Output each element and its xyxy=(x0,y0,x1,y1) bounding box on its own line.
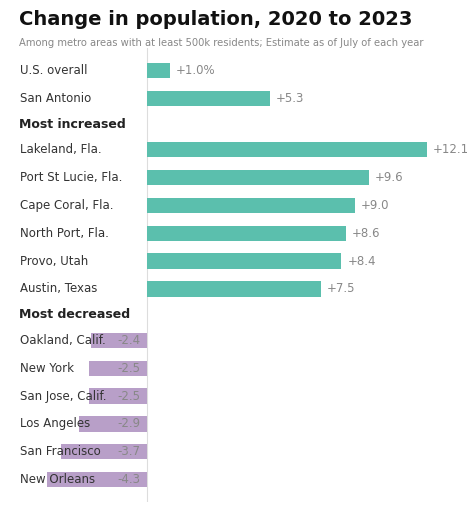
Bar xyxy=(79,416,146,431)
Text: San Francisco: San Francisco xyxy=(20,445,101,458)
Bar xyxy=(146,198,356,213)
Text: New Orleans: New Orleans xyxy=(20,473,95,486)
Bar xyxy=(89,388,146,404)
Text: Lakeland, Fla.: Lakeland, Fla. xyxy=(20,143,102,156)
Text: +12.1: +12.1 xyxy=(433,143,469,156)
Bar xyxy=(146,63,170,78)
Text: -4.3: -4.3 xyxy=(118,473,141,486)
Text: Austin, Texas: Austin, Texas xyxy=(20,282,98,296)
Text: Port St Lucie, Fla.: Port St Lucie, Fla. xyxy=(20,171,122,184)
Text: -2.4: -2.4 xyxy=(118,334,141,347)
Bar xyxy=(89,360,146,376)
Text: +9.0: +9.0 xyxy=(361,199,390,212)
Bar xyxy=(146,281,320,297)
Bar xyxy=(91,333,146,348)
Text: Provo, Utah: Provo, Utah xyxy=(20,255,88,268)
Text: -3.7: -3.7 xyxy=(118,445,141,458)
Text: +5.3: +5.3 xyxy=(275,92,304,105)
Text: Cape Coral, Fla.: Cape Coral, Fla. xyxy=(20,199,114,212)
Text: Most increased: Most increased xyxy=(19,118,126,131)
Text: U.S. overall: U.S. overall xyxy=(20,64,88,77)
Bar xyxy=(146,142,427,158)
Bar xyxy=(146,254,341,269)
Bar xyxy=(146,226,346,241)
Bar xyxy=(146,91,270,106)
Text: San Jose, Calif.: San Jose, Calif. xyxy=(20,390,107,403)
Text: +1.0%: +1.0% xyxy=(175,64,215,77)
Text: Los Angeles: Los Angeles xyxy=(20,417,91,430)
Text: +8.6: +8.6 xyxy=(352,227,381,240)
Text: Among metro areas with at least 500k residents; Estimate as of July of each year: Among metro areas with at least 500k res… xyxy=(19,38,423,48)
Text: +9.6: +9.6 xyxy=(375,171,404,184)
Text: Most decreased: Most decreased xyxy=(19,308,130,321)
Text: +8.4: +8.4 xyxy=(347,255,376,268)
Text: San Antonio: San Antonio xyxy=(20,92,91,105)
Text: New York: New York xyxy=(20,362,74,375)
Text: Change in population, 2020 to 2023: Change in population, 2020 to 2023 xyxy=(19,10,412,29)
Bar xyxy=(47,472,146,487)
Text: -2.9: -2.9 xyxy=(118,417,141,430)
Text: North Port, Fla.: North Port, Fla. xyxy=(20,227,109,240)
Text: +7.5: +7.5 xyxy=(327,282,355,296)
Bar xyxy=(146,170,369,185)
Text: Oakland, Calif.: Oakland, Calif. xyxy=(20,334,106,347)
Text: -2.5: -2.5 xyxy=(118,362,141,375)
Bar xyxy=(61,444,146,459)
Text: -2.5: -2.5 xyxy=(118,390,141,403)
